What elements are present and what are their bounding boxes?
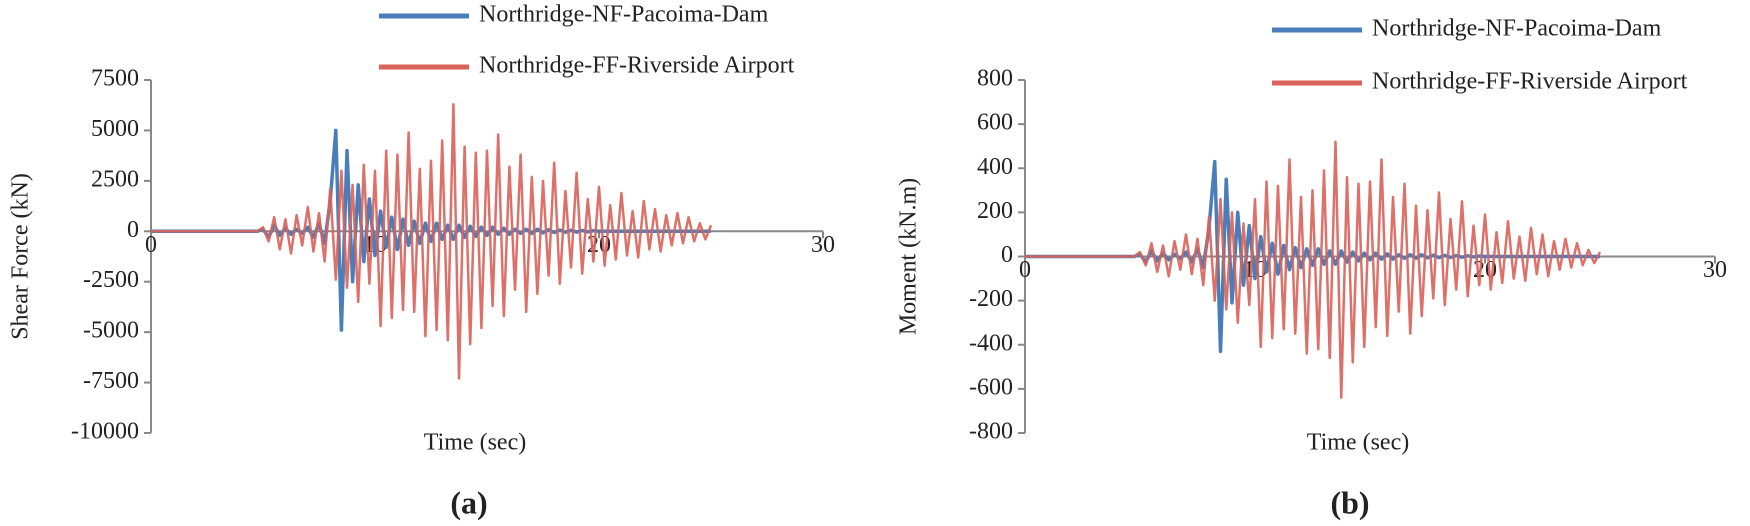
x-tick-label: 30: [811, 232, 835, 258]
panel-label: (a): [450, 484, 487, 520]
y-tick-label: -10000: [71, 419, 139, 445]
y-tick-label: -5000: [83, 318, 139, 344]
y-axis-label: Shear Force (kN): [8, 173, 34, 340]
y-tick-label: -800: [969, 419, 1013, 445]
x-tick-label: 0: [145, 232, 157, 258]
y-tick-label: -600: [969, 374, 1013, 400]
x-axis-label: Time (sec): [424, 430, 526, 456]
y-tick-label: -400: [969, 330, 1013, 356]
y-axis-label: Moment (kN.m): [896, 178, 922, 335]
legend-label: Northridge-NF-Pacoima-Dam: [1372, 16, 1662, 42]
y-tick-label: 0: [1001, 242, 1013, 268]
y-tick-label: 800: [977, 66, 1013, 92]
y-tick-label: -200: [969, 286, 1013, 312]
y-tick-label: 2500: [91, 166, 139, 192]
y-tick-label: -7500: [83, 368, 139, 394]
series-line: [151, 102, 713, 380]
legend-label: Northridge-FF-Riverside Airport: [1372, 69, 1688, 95]
y-tick-label: 200: [977, 198, 1013, 224]
series-line: [1025, 140, 1602, 399]
x-tick-label: 30: [1703, 257, 1727, 283]
y-tick-label: -2500: [83, 267, 139, 293]
y-tick-label: 7500: [91, 66, 139, 92]
legend-label: Northridge-FF-Riverside Airport: [479, 53, 795, 79]
panel-label: (b): [1330, 484, 1369, 520]
x-tick-label: 0: [1019, 257, 1031, 283]
x-axis-label: Time (sec): [1307, 430, 1409, 456]
y-tick-label: 600: [977, 110, 1013, 136]
legend-label: Northridge-NF-Pacoima-Dam: [479, 2, 769, 28]
y-tick-label: 400: [977, 154, 1013, 180]
y-tick-label: 5000: [91, 116, 139, 142]
y-tick-label: 0: [127, 217, 139, 243]
